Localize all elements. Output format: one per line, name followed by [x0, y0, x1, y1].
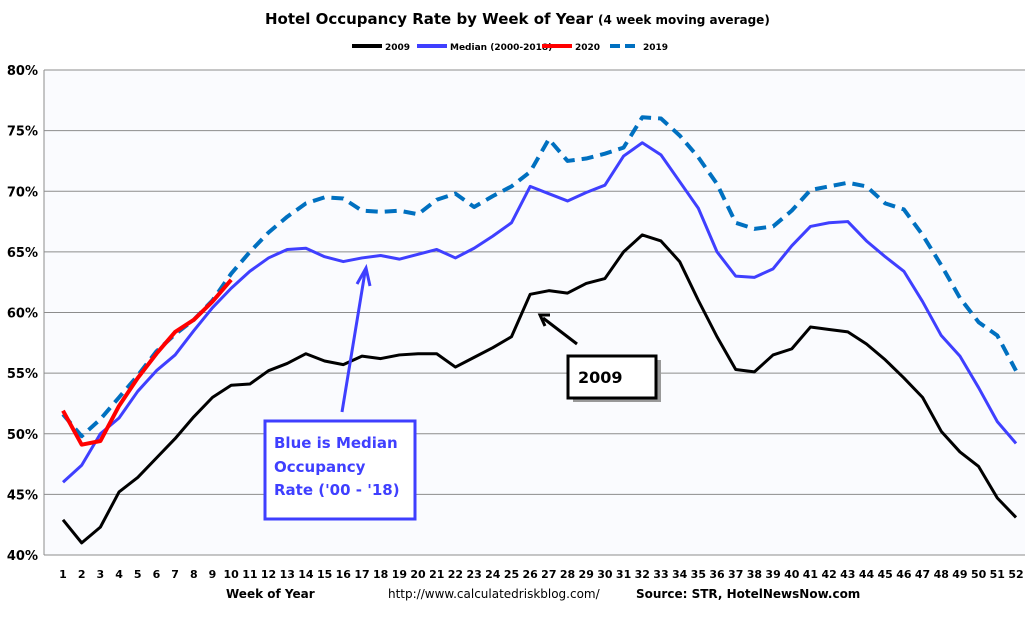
- x-tick-label: 33: [653, 568, 668, 581]
- x-tick-label: 49: [952, 568, 967, 581]
- x-tick-label: 42: [821, 568, 836, 581]
- y-tick-label: 70%: [7, 185, 38, 200]
- x-tick-label: 23: [466, 568, 481, 581]
- x-tick-label: 22: [448, 568, 463, 581]
- x-tick-label: 31: [616, 568, 631, 581]
- x-tick-label: 11: [242, 568, 257, 581]
- x-axis-label: Week of Year: [226, 587, 315, 601]
- legend-label: 2020: [575, 43, 600, 53]
- x-tick-label: 1: [59, 568, 67, 581]
- x-tick-label: 8: [190, 568, 198, 581]
- x-tick-label: 35: [691, 568, 706, 581]
- series-line-2019: [61, 115, 1018, 439]
- x-tick-label: 26: [523, 568, 539, 581]
- y-tick-label: 50%: [7, 428, 38, 443]
- x-tick-label: 21: [429, 568, 444, 581]
- x-tick-label: 15: [317, 568, 332, 581]
- x-tick-label: 44: [859, 568, 875, 581]
- median-annotation-box: [263, 419, 417, 521]
- x-tick-label: 17: [354, 568, 369, 581]
- median-annotation-line-1: Blue is Median: [274, 434, 398, 452]
- footer-source: Source: STR, HotelNewsNow.com: [636, 587, 860, 601]
- 2009-arrow-head: [537, 313, 550, 327]
- y-tick-label: 45%: [7, 488, 38, 503]
- series-line-median-2000-2018-: [61, 141, 1018, 484]
- 2009-arrow: [542, 316, 578, 346]
- legend: 2009 Median (2000-2018) 2020 2019: [352, 43, 668, 53]
- x-tick-label: 5: [134, 568, 142, 581]
- y-tick-label: 55%: [7, 367, 38, 382]
- x-tick-label: 45: [878, 568, 893, 581]
- legend-label: 2009: [385, 43, 410, 53]
- 2009-annotation-box: [566, 354, 658, 400]
- x-tick-label: 2: [78, 568, 86, 581]
- x-tick-label: 10: [224, 568, 240, 581]
- x-tick-label: 40: [784, 568, 800, 581]
- x-tick-label: 20: [410, 568, 426, 581]
- chart-title: Hotel Occupancy Rate by Week of Year (4 w…: [265, 10, 770, 28]
- x-tick-label: 16: [336, 568, 352, 581]
- x-tick-label: 24: [485, 568, 501, 581]
- x-tick-label: 39: [765, 568, 780, 581]
- legend-label: Median (2000-2018): [450, 43, 552, 53]
- median-arrow: [340, 271, 367, 413]
- median-annotation-line-2: Occupancy: [274, 458, 366, 476]
- x-tick-label: 34: [672, 568, 688, 581]
- x-tick-label: 46: [896, 568, 912, 581]
- x-tick-label: 13: [280, 568, 295, 581]
- y-tick-label: 65%: [7, 246, 38, 261]
- x-tick-label: 41: [803, 568, 818, 581]
- median-arrow-head: [355, 263, 372, 287]
- x-tick-label: 14: [298, 568, 314, 581]
- x-tick-label: 38: [747, 568, 762, 581]
- y-tick-label: 75%: [7, 125, 38, 140]
- series-line-2009: [61, 233, 1018, 545]
- y-tick-label: 40%: [7, 549, 38, 564]
- 2009-annotation-text: 2009: [578, 368, 623, 387]
- x-tick-label: 32: [635, 568, 650, 581]
- legend-label: 2019: [643, 43, 668, 53]
- chart-subtitle: (4 week moving average): [598, 13, 770, 27]
- y-tick-label: 80%: [7, 64, 38, 79]
- x-tick-label: 25: [504, 568, 519, 581]
- x-tick-label: 6: [153, 568, 161, 581]
- x-tick-label: 36: [709, 568, 725, 581]
- x-tick-label: 7: [171, 568, 179, 581]
- median-annotation-line-3: Rate ('00 - '18): [274, 481, 400, 499]
- footer-url: http://www.calculatedriskblog.com/: [388, 587, 601, 601]
- x-tick-label: 9: [209, 568, 217, 581]
- x-tick-label: 47: [915, 568, 930, 581]
- series-line-2020: [61, 278, 233, 447]
- x-tick-label: 3: [97, 568, 105, 581]
- x-tick-label: 51: [990, 568, 1005, 581]
- x-tick-label: 18: [373, 568, 388, 581]
- y-tick-label: 60%: [7, 307, 38, 322]
- x-tick-label: 50: [971, 568, 987, 581]
- annotations: Blue is Median Occupancy Rate ('00 - '18…: [263, 263, 661, 521]
- x-tick-label: 52: [1008, 568, 1023, 581]
- x-tick-label: 43: [840, 568, 855, 581]
- x-tick-label: 37: [728, 568, 743, 581]
- x-tick-label: 48: [934, 568, 949, 581]
- x-tick-label: 28: [560, 568, 575, 581]
- x-tick-label: 29: [579, 568, 594, 581]
- x-tick-label: 30: [597, 568, 613, 581]
- x-tick-label: 27: [541, 568, 556, 581]
- x-tick-label: 12: [261, 568, 276, 581]
- x-tick-label: 4: [115, 568, 123, 581]
- x-tick-label: 19: [392, 568, 407, 581]
